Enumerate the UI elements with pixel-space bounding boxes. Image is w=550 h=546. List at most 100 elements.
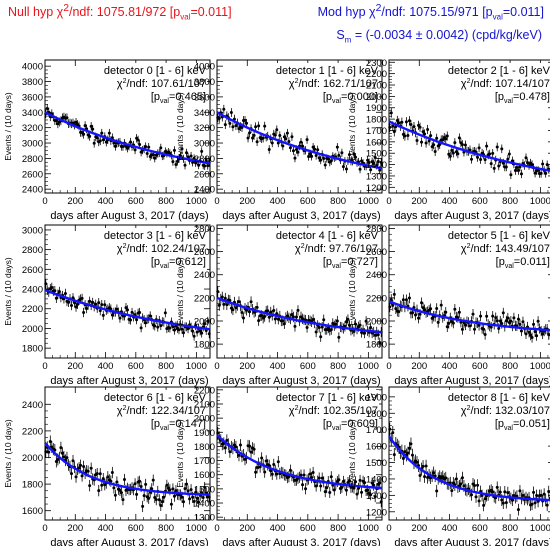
- data-point: [355, 492, 359, 496]
- x-tick-label: 1000: [358, 196, 379, 207]
- data-point: [470, 157, 473, 161]
- x-tick-label: 600: [128, 523, 144, 534]
- data-point: [404, 120, 408, 124]
- data-point: [423, 132, 427, 136]
- data-point: [183, 487, 187, 491]
- data-point: [457, 310, 461, 314]
- data-point: [344, 488, 348, 492]
- data-point: [186, 489, 190, 493]
- x-tick-label: 0: [214, 523, 219, 534]
- x-tick-label: 800: [158, 196, 174, 207]
- fit-line: [388, 300, 550, 332]
- data-point: [301, 483, 305, 487]
- data-point: [388, 125, 392, 129]
- y-tick-label: 2800: [194, 154, 215, 165]
- x-tick-label: 600: [300, 196, 316, 207]
- y-tick-label: 2400: [366, 270, 387, 281]
- data-point: [97, 301, 101, 305]
- data-point: [266, 309, 270, 313]
- data-point: [436, 320, 440, 324]
- data-point: [121, 145, 125, 149]
- data-point: [358, 167, 362, 171]
- data-point: [91, 300, 95, 304]
- data-point: [69, 472, 73, 476]
- data-point: [88, 299, 92, 303]
- data-point: [495, 319, 499, 323]
- detector-title: detector 3 [1 - 6] keV: [104, 230, 207, 242]
- x-tick-label: 200: [411, 523, 427, 534]
- data-point: [485, 314, 489, 318]
- data-point: [429, 307, 433, 311]
- data-point: [509, 173, 513, 177]
- y-axis-label: Events / (10 days): [175, 419, 185, 488]
- y-tick-label: 3000: [22, 225, 43, 236]
- y-axis-label: Events / (10 days): [347, 257, 357, 326]
- data-point: [198, 329, 202, 333]
- data-point: [272, 308, 276, 312]
- data-point: [163, 311, 167, 315]
- x-tick-label: 1000: [530, 523, 550, 534]
- data-point: [337, 153, 341, 157]
- data-point: [228, 121, 232, 125]
- data-point: [403, 134, 407, 138]
- data-point: [477, 323, 481, 327]
- data-point: [203, 322, 207, 326]
- data-point: [494, 496, 498, 500]
- data-point: [118, 488, 122, 492]
- y-tick-label: 1300: [366, 491, 387, 502]
- data-point: [376, 160, 380, 164]
- data-point: [91, 127, 95, 131]
- data-point: [135, 492, 139, 496]
- data-point: [267, 315, 271, 319]
- data-point: [191, 329, 195, 333]
- data-point: [145, 152, 149, 156]
- y-tick-label: 2100: [366, 81, 387, 92]
- data-point: [240, 310, 244, 314]
- data-point: [311, 145, 315, 149]
- data-point: [389, 298, 393, 302]
- data-point: [207, 332, 211, 336]
- data-point: [545, 163, 549, 167]
- data-point: [150, 487, 154, 491]
- data-point: [360, 159, 364, 163]
- data-point: [358, 323, 362, 327]
- data-point: [185, 151, 189, 155]
- data-point: [142, 494, 146, 498]
- data-point: [147, 145, 151, 149]
- data-point: [269, 469, 273, 473]
- detector-panel-4: 1800 2000 2200 2400 2600 2800 0 200 400 600 800 100…: [175, 224, 383, 387]
- data-point: [494, 316, 498, 320]
- data-point: [284, 137, 288, 141]
- data-point: [421, 306, 425, 310]
- x-tick-label: 400: [270, 523, 286, 534]
- data-point: [310, 476, 314, 480]
- y-tick-label: 1600: [366, 137, 387, 148]
- data-point: [432, 143, 436, 147]
- data-point: [313, 147, 317, 151]
- y-tick-label: 2300: [366, 58, 387, 69]
- x-tick-label: 400: [98, 523, 114, 534]
- data-point: [216, 431, 220, 435]
- data-point: [238, 443, 242, 447]
- x-tick-label: 800: [330, 361, 346, 372]
- data-point: [241, 316, 245, 320]
- data-point: [293, 324, 297, 328]
- data-point: [453, 307, 457, 311]
- data-point: [65, 116, 69, 120]
- data-point: [248, 444, 252, 448]
- data-point: [530, 163, 534, 167]
- data-point: [157, 498, 161, 502]
- y-tick-label: 1300: [194, 513, 215, 524]
- data-point: [263, 470, 267, 474]
- legend-box: [443, 228, 550, 271]
- data-point: [358, 478, 362, 482]
- fit-line: [44, 111, 211, 165]
- data-point: [516, 169, 520, 173]
- data-point: [80, 474, 84, 478]
- data-point: [352, 152, 356, 156]
- data-point: [88, 484, 92, 488]
- data-point: [335, 319, 339, 323]
- y-tick-label: 2800: [22, 245, 43, 256]
- data-point: [138, 479, 142, 483]
- data-point: [533, 501, 537, 505]
